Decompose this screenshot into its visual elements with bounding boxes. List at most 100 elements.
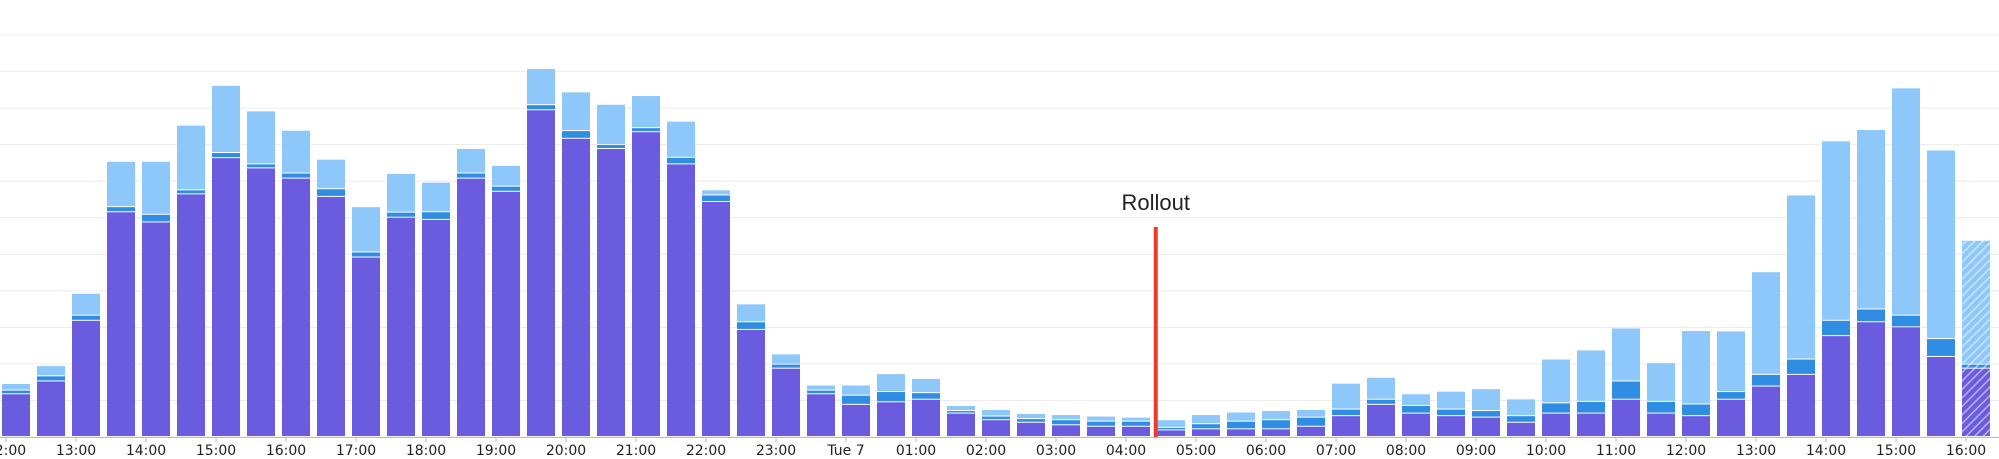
bar-segment bbox=[1297, 426, 1325, 436]
bar-segment bbox=[1262, 429, 1290, 436]
x-tick-label: 03:00 bbox=[1036, 443, 1076, 459]
bar-segment bbox=[422, 219, 450, 436]
bar-segment bbox=[1087, 426, 1115, 436]
bar-segment bbox=[37, 366, 65, 376]
bar-segment bbox=[1192, 429, 1220, 436]
bar-segment bbox=[842, 395, 870, 404]
bar-segment bbox=[142, 161, 170, 214]
bar-segment bbox=[1927, 356, 1955, 436]
x-tick-label: 05:00 bbox=[1176, 443, 1216, 459]
bar-segment bbox=[1717, 331, 1745, 392]
annotation-label: Rollout bbox=[1122, 190, 1190, 215]
bar-segment bbox=[527, 110, 555, 437]
bar-segment bbox=[1822, 141, 1850, 320]
bar-segment bbox=[1647, 401, 1675, 413]
bar-segment bbox=[1052, 415, 1080, 420]
bar-segment bbox=[1402, 413, 1430, 436]
bar-segment bbox=[1647, 363, 1675, 401]
bar-segment bbox=[1507, 399, 1535, 416]
bar-segment bbox=[212, 85, 240, 153]
x-tick-label: 01:00 bbox=[896, 443, 936, 459]
bar-segment bbox=[667, 164, 695, 436]
bar-segment bbox=[982, 420, 1010, 436]
bar-segment bbox=[1437, 409, 1465, 416]
bar-segment bbox=[667, 121, 695, 157]
bar-segment bbox=[492, 191, 520, 436]
bar-segment bbox=[1472, 411, 1500, 417]
bar-segment bbox=[1542, 359, 1570, 403]
bar-segment bbox=[1437, 391, 1465, 409]
bar-segment bbox=[282, 130, 310, 173]
x-tick-label: 17:00 bbox=[336, 443, 376, 459]
bar-segment bbox=[457, 173, 485, 178]
bar-segment bbox=[1122, 426, 1150, 436]
x-tick-label: 13:00 bbox=[1736, 443, 1776, 459]
bar-segment bbox=[702, 190, 730, 195]
bar-segment bbox=[527, 105, 555, 110]
x-tick-label: 08:00 bbox=[1386, 443, 1426, 459]
bar-segment bbox=[1122, 417, 1150, 421]
bar-segment bbox=[597, 149, 625, 436]
bar-segment bbox=[772, 364, 800, 368]
bar-segment bbox=[562, 131, 590, 138]
bar-segment bbox=[772, 354, 800, 364]
bar-segment bbox=[1787, 359, 1815, 374]
x-tick-label: 14:00 bbox=[126, 443, 166, 459]
bar-segment bbox=[177, 190, 205, 194]
bar-segment bbox=[1087, 416, 1115, 421]
bar-segment bbox=[1787, 374, 1815, 436]
x-tick-label: 14:00 bbox=[1806, 443, 1846, 459]
bar-segment bbox=[1577, 413, 1605, 436]
bar-segment bbox=[1612, 328, 1640, 381]
bar-segment bbox=[1857, 309, 1885, 322]
bar-segment bbox=[1332, 383, 1360, 409]
bar-segment bbox=[1332, 409, 1360, 416]
bar-segment bbox=[982, 416, 1010, 420]
bar-segment bbox=[1017, 419, 1045, 422]
bar-segment bbox=[1752, 374, 1780, 386]
bar-segment bbox=[947, 413, 975, 436]
bar-segment bbox=[422, 182, 450, 212]
bar-segment bbox=[1122, 421, 1150, 426]
bar-segment bbox=[457, 149, 485, 173]
bar-segment bbox=[1507, 416, 1535, 422]
bar-segment bbox=[597, 104, 625, 145]
x-tick-label: 13:00 bbox=[56, 443, 96, 459]
x-tick-label: 15:00 bbox=[196, 443, 236, 459]
bar-segment bbox=[1437, 416, 1465, 436]
x-tick-label: 07:00 bbox=[1316, 443, 1356, 459]
bar-segment bbox=[177, 194, 205, 436]
bar-segment bbox=[1472, 389, 1500, 411]
bar-segment bbox=[1577, 401, 1605, 413]
bar-segment bbox=[947, 405, 975, 411]
bar-segment bbox=[877, 392, 905, 402]
bar-segment bbox=[597, 145, 625, 149]
bar-segment bbox=[352, 252, 380, 257]
bar-segment bbox=[737, 322, 765, 329]
bar-segment bbox=[1367, 399, 1395, 404]
bar-segment bbox=[422, 212, 450, 219]
bar-segment bbox=[1927, 150, 1955, 339]
bar-segment bbox=[1087, 421, 1115, 426]
bar-segment bbox=[877, 402, 905, 436]
bar-segment bbox=[1402, 405, 1430, 413]
x-tick-label: 20:00 bbox=[546, 443, 586, 459]
bar-segment bbox=[317, 189, 345, 196]
x-tick-label: 18:00 bbox=[406, 443, 446, 459]
bar-segment bbox=[1542, 413, 1570, 436]
bar-segment bbox=[1262, 420, 1290, 429]
bar-segment bbox=[1892, 327, 1920, 436]
bar-segment bbox=[72, 293, 100, 315]
bar-segment bbox=[107, 207, 135, 212]
bar-segment bbox=[1157, 427, 1185, 430]
bar-segment bbox=[562, 92, 590, 131]
bar-segment bbox=[1192, 424, 1220, 429]
bar-segment bbox=[1052, 425, 1080, 436]
bar-segment bbox=[387, 173, 415, 212]
bar-segment bbox=[912, 378, 940, 393]
x-tick-label: Tue 7 bbox=[826, 443, 864, 459]
bar-segment bbox=[1227, 412, 1255, 421]
bar-segment bbox=[1017, 413, 1045, 419]
bar-segment bbox=[632, 96, 660, 128]
